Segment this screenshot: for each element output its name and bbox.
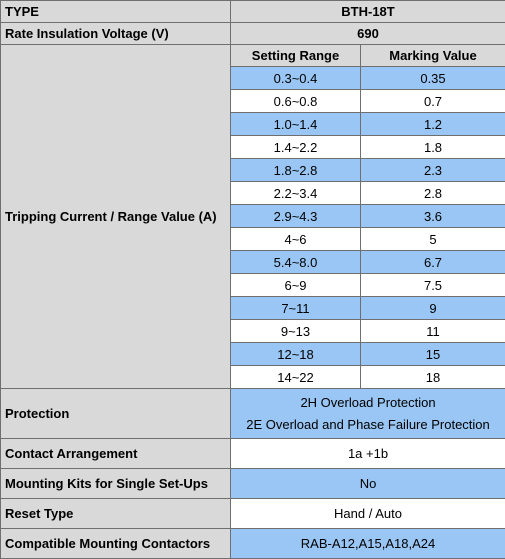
setting-range-cell: 14~22 xyxy=(231,366,361,389)
protection-value: 2H Overload Protection 2E Overload and P… xyxy=(231,389,505,439)
setting-range-cell: 1.8~2.8 xyxy=(231,159,361,182)
insulation-row: Rate Insulation Voltage (V) 690 xyxy=(1,23,505,45)
tripping-header-row: Tripping Current / Range Value (A) Setti… xyxy=(1,45,505,67)
insulation-label: Rate Insulation Voltage (V) xyxy=(1,23,231,45)
protection-line-2: 2E Overload and Phase Failure Protection xyxy=(235,414,501,436)
type-label: TYPE xyxy=(1,1,231,23)
setting-range-cell: 7~11 xyxy=(231,297,361,320)
setting-range-cell: 0.3~0.4 xyxy=(231,67,361,90)
mounting-kits-value: No xyxy=(231,469,505,499)
tripping-label: Tripping Current / Range Value (A) xyxy=(1,45,231,389)
protection-label: Protection xyxy=(1,389,231,439)
contactors-label: Compatible Mounting Contactors xyxy=(1,529,231,559)
setting-range-cell: 4~6 xyxy=(231,228,361,251)
marking-value-cell: 0.7 xyxy=(361,90,505,113)
contact-label: Contact Arrangement xyxy=(1,439,231,469)
reset-label: Reset Type xyxy=(1,499,231,529)
setting-range-cell: 12~18 xyxy=(231,343,361,366)
type-row: TYPE BTH-18T xyxy=(1,1,505,23)
type-value: BTH-18T xyxy=(231,1,505,23)
marking-value-header: Marking Value xyxy=(361,45,505,67)
reset-value: Hand / Auto xyxy=(231,499,505,529)
marking-value-cell: 6.7 xyxy=(361,251,505,274)
contact-row: Contact Arrangement 1a +1b xyxy=(1,439,505,469)
insulation-value: 690 xyxy=(231,23,505,45)
marking-value-cell: 5 xyxy=(361,228,505,251)
mounting-kits-label: Mounting Kits for Single Set-Ups xyxy=(1,469,231,499)
marking-value-cell: 11 xyxy=(361,320,505,343)
protection-line-1: 2H Overload Protection xyxy=(235,392,501,414)
setting-range-cell: 1.0~1.4 xyxy=(231,113,361,136)
mounting-kits-row: Mounting Kits for Single Set-Ups No xyxy=(1,469,505,499)
marking-value-cell: 0.35 xyxy=(361,67,505,90)
setting-range-cell: 2.2~3.4 xyxy=(231,182,361,205)
setting-range-cell: 2.9~4.3 xyxy=(231,205,361,228)
marking-value-cell: 1.8 xyxy=(361,136,505,159)
contactors-row: Compatible Mounting Contactors RAB-A12,A… xyxy=(1,529,505,559)
setting-range-cell: 6~9 xyxy=(231,274,361,297)
marking-value-cell: 3.6 xyxy=(361,205,505,228)
setting-range-cell: 5.4~8.0 xyxy=(231,251,361,274)
marking-value-cell: 9 xyxy=(361,297,505,320)
contactors-value: RAB-A12,A15,A18,A24 xyxy=(231,529,505,559)
marking-value-cell: 7.5 xyxy=(361,274,505,297)
setting-range-cell: 0.6~0.8 xyxy=(231,90,361,113)
setting-range-cell: 9~13 xyxy=(231,320,361,343)
reset-row: Reset Type Hand / Auto xyxy=(1,499,505,529)
setting-range-cell: 1.4~2.2 xyxy=(231,136,361,159)
marking-value-cell: 2.3 xyxy=(361,159,505,182)
marking-value-cell: 2.8 xyxy=(361,182,505,205)
setting-range-header: Setting Range xyxy=(231,45,361,67)
protection-row: Protection 2H Overload Protection 2E Ove… xyxy=(1,389,505,439)
marking-value-cell: 15 xyxy=(361,343,505,366)
marking-value-cell: 1.2 xyxy=(361,113,505,136)
contact-value: 1a +1b xyxy=(231,439,505,469)
marking-value-cell: 18 xyxy=(361,366,505,389)
